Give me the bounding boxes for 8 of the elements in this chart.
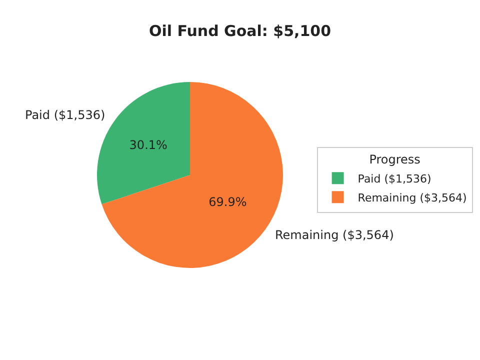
slice-label: Paid ($1,536): [25, 108, 106, 122]
chart-title: Oil Fund Goal: $5,100: [148, 22, 332, 40]
legend-label: Paid ($1,536): [358, 172, 432, 186]
data-label: 69.9%: [208, 195, 247, 210]
legend-label: Remaining ($3,564): [358, 191, 467, 204]
slice-label: Remaining ($3,564): [275, 228, 394, 242]
data-label: 30.1%: [129, 138, 168, 152]
legend-title: Progress: [369, 152, 420, 167]
